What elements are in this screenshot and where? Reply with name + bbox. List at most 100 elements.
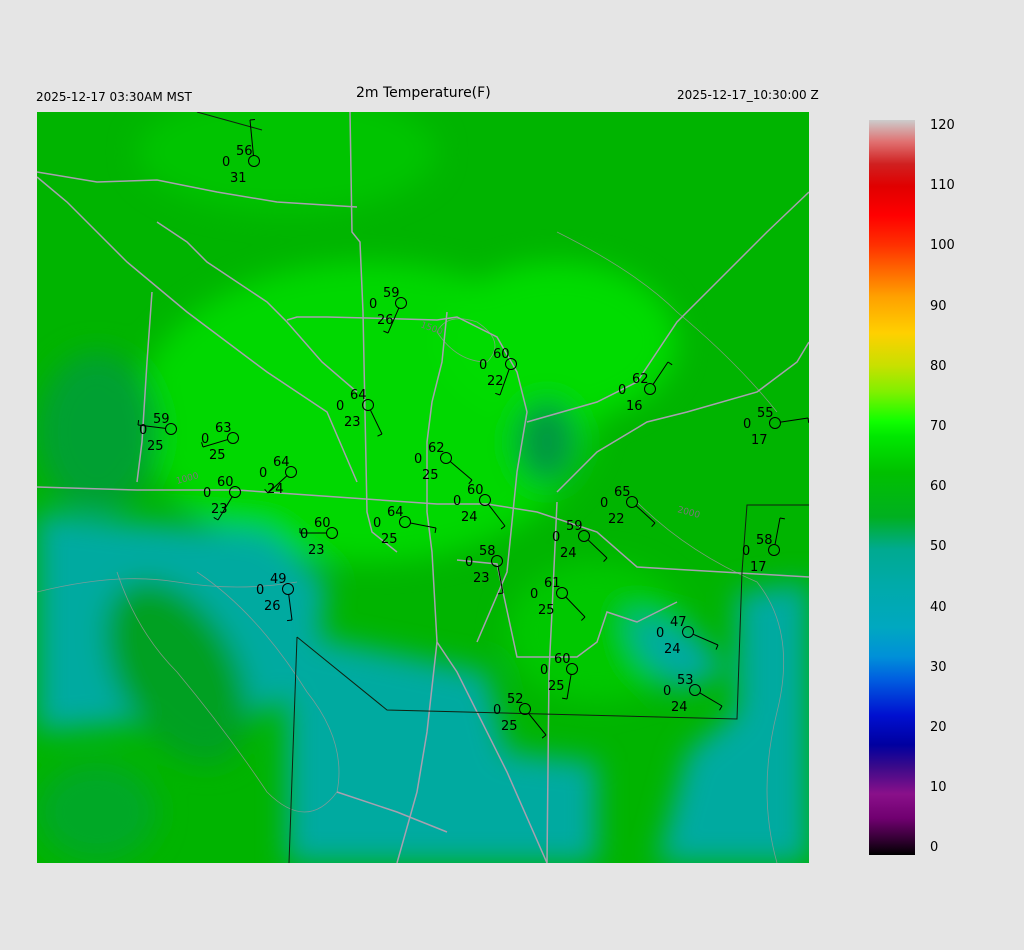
station-cloud-cover: 0 [256, 583, 264, 598]
sky-cover-circle [165, 423, 177, 435]
wind-barb-flag [715, 644, 719, 650]
station-dewpoint: 25 [209, 448, 226, 463]
wind-barb [449, 461, 473, 481]
station-cloud-cover: 0 [493, 703, 501, 718]
sky-cover-circle [395, 297, 407, 309]
wind-barb [217, 496, 233, 521]
wind-barb [487, 504, 506, 527]
sky-cover-circle [285, 466, 297, 478]
wind-barb [267, 475, 288, 494]
station-dewpoint: 26 [377, 313, 394, 328]
station-temperature: 59 [153, 412, 170, 427]
station-dewpoint: 24 [560, 546, 577, 561]
station-temperature: 53 [677, 673, 694, 688]
wind-barb-flag [581, 616, 586, 621]
station-temperature: 58 [479, 544, 496, 559]
station-plot: 64 023 [336, 388, 383, 437]
colorbar-tick-label: 50 [930, 539, 947, 555]
station-temperature: 60 [467, 483, 484, 498]
station-dewpoint: 26 [264, 599, 281, 614]
station-plot: 53 024 [663, 673, 723, 715]
station-temperature: 60 [554, 652, 571, 667]
station-dewpoint: 31 [230, 171, 247, 186]
station-dewpoint: 23 [308, 543, 325, 558]
wind-barb-flag [541, 734, 547, 739]
wind-barb [699, 692, 723, 707]
wind-barb [566, 674, 572, 700]
wind-barb [202, 439, 228, 448]
wind-barb-flag [264, 488, 269, 494]
colorbar-tick-label: 40 [930, 599, 947, 615]
wind-barb [410, 522, 437, 529]
wind-barb-flag [561, 697, 568, 700]
station-dewpoint: 25 [422, 468, 439, 483]
station-dewpoint: 22 [608, 512, 625, 527]
wind-barb-flag [213, 516, 219, 521]
temperature-field [37, 92, 809, 863]
station-plot: 59 025 [137, 412, 177, 454]
station-plot: 52 025 [493, 692, 547, 739]
sky-cover-circle [229, 486, 241, 498]
station-cloud-cover: 0 [743, 417, 751, 432]
station-temperature: 65 [614, 485, 631, 500]
station-dewpoint: 25 [381, 532, 398, 547]
sky-cover-circle [626, 496, 638, 508]
wind-barb [499, 369, 510, 396]
wind-barb [652, 361, 669, 385]
station-dewpoint: 17 [751, 433, 768, 448]
wind-barb-flag [434, 527, 437, 534]
station-cloud-cover: 0 [479, 358, 487, 373]
sky-cover-circle [556, 587, 568, 599]
station-cloud-cover: 0 [465, 555, 473, 570]
wind-barb [565, 596, 586, 618]
sky-cover-circle [578, 530, 590, 542]
sky-cover-circle [519, 703, 531, 715]
station-temperature: 60 [493, 347, 510, 362]
wind-barb [528, 712, 547, 736]
terrain-contours [36, 231, 785, 864]
sky-cover-circle [644, 383, 656, 395]
station-dewpoint: 22 [487, 374, 504, 389]
station-cloud-cover: 0 [414, 452, 422, 467]
wind-barb-flag [807, 417, 810, 424]
colorbar-tick-label: 120 [930, 118, 955, 133]
sky-cover-circle [282, 583, 294, 595]
wind-barb-flag [201, 442, 204, 448]
station-plot: 62 025 [414, 441, 473, 485]
station-dewpoint: 23 [473, 571, 490, 586]
wind-barb [587, 539, 608, 559]
station-dewpoint: 25 [538, 603, 555, 618]
sky-cover-circle [566, 663, 578, 675]
station-dewpoint: 24 [664, 642, 681, 657]
wind-barb-flag [383, 330, 389, 334]
station-temperature: 60 [217, 475, 234, 490]
wind-barb-flag [377, 433, 383, 437]
station-cloud-cover: 0 [618, 383, 626, 398]
station-plot: 59 024 [552, 519, 608, 562]
station-cloud-cover: 0 [600, 496, 608, 511]
station-dewpoint: 25 [147, 439, 164, 454]
station-cloud-cover: 0 [373, 516, 381, 531]
wind-barb-flag [500, 525, 506, 530]
station-temperature: 64 [350, 388, 367, 403]
sky-cover-circle [479, 494, 491, 506]
colorbar-tick-label: 60 [930, 479, 947, 495]
station-plot: 58 017 [742, 517, 786, 575]
wind-barb-flag [719, 705, 723, 711]
colorbar [869, 120, 915, 855]
colorbar-tick-label: 0 [930, 840, 939, 856]
sky-cover-circle [689, 684, 701, 696]
sky-cover-circle [682, 626, 694, 638]
sky-cover-circle [769, 417, 781, 429]
station-cloud-cover: 0 [453, 494, 461, 509]
wind-barb [387, 307, 400, 334]
station-dewpoint: 25 [501, 719, 518, 734]
sky-cover-circle [362, 399, 374, 411]
station-plot: 47 024 [656, 615, 719, 657]
station-dewpoint: 24 [671, 700, 688, 715]
station-cloud-cover: 0 [139, 423, 147, 438]
wind-barb [635, 505, 656, 524]
wind-barb-flag [779, 517, 786, 520]
station-cloud-cover: 0 [300, 527, 308, 542]
station-cloud-cover: 0 [336, 399, 344, 414]
